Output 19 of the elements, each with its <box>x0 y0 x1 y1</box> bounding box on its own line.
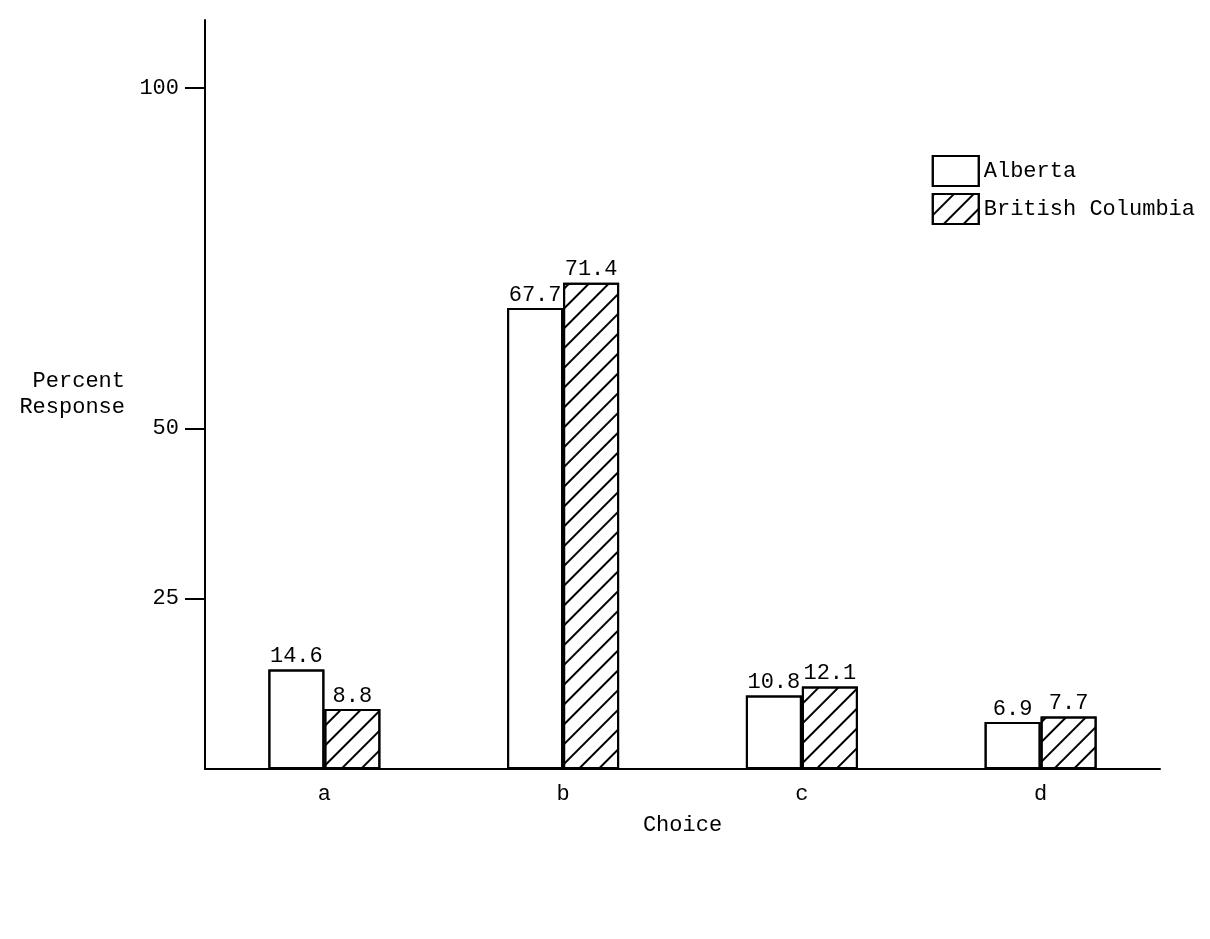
x-tick-label: c <box>795 781 809 807</box>
y-tick-label: 50 <box>152 416 179 442</box>
x-tick-label: d <box>1034 781 1048 807</box>
data-label: 8.8 <box>332 683 373 709</box>
y-tick-label: 25 <box>152 586 179 612</box>
data-label: 71.4 <box>564 257 618 283</box>
data-label: 67.7 <box>508 282 562 308</box>
x-tick-label: b <box>556 781 570 807</box>
data-label: 7.7 <box>1048 691 1089 717</box>
legend-label: British Columbia <box>983 196 1195 222</box>
data-label: 12.1 <box>803 661 857 687</box>
y-axis-title: Percent Response <box>19 369 125 420</box>
data-label: 6.9 <box>992 696 1033 722</box>
y-tick-label: 100 <box>139 75 179 101</box>
data-label: 10.8 <box>747 669 801 695</box>
legend-label: Alberta <box>983 158 1077 184</box>
x-tick-label: a <box>317 781 331 807</box>
x-axis-title: Choice <box>642 812 723 838</box>
data-label: 14.6 <box>269 644 323 670</box>
